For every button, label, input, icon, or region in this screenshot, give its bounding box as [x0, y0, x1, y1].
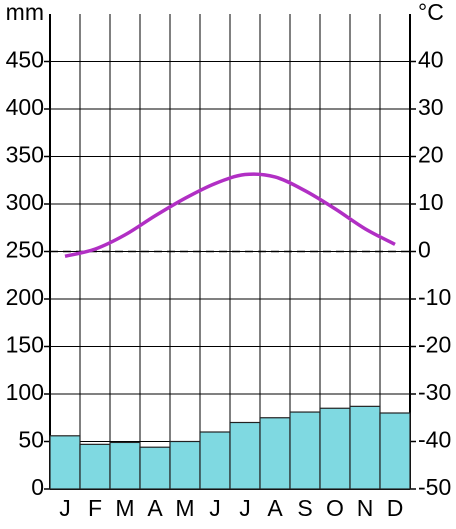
bar	[289, 411, 321, 490]
x-tick-label: M	[175, 495, 194, 521]
bar	[349, 405, 381, 490]
y2-tick-label: 10	[418, 189, 444, 215]
x-tick-label: M	[115, 495, 134, 521]
y-tick-label: 300	[6, 189, 44, 215]
y-tick-label: 50	[18, 427, 44, 453]
y2-tick-label: -30	[418, 379, 451, 405]
x-tick-label: J	[209, 495, 221, 521]
bar	[49, 435, 81, 490]
y2-tick-label: 30	[418, 94, 444, 120]
y2-tick-label: 40	[418, 47, 444, 73]
y-tick-label: 150	[6, 332, 44, 358]
y2-axis-label: °C	[418, 0, 444, 25]
bar	[199, 431, 231, 490]
y-tick-label: 100	[6, 379, 44, 405]
y2-tick-label: 20	[418, 142, 444, 168]
y-axis-label: mm	[6, 0, 44, 25]
x-tick-label: J	[59, 495, 71, 521]
y-tick-label: 450	[6, 47, 44, 73]
bar	[259, 417, 291, 490]
x-tick-label: A	[147, 495, 163, 521]
y-tick-label: 250	[6, 237, 44, 263]
bar	[109, 441, 141, 490]
temperature-line	[64, 172, 396, 258]
x-tick-label: S	[297, 495, 312, 521]
bar	[79, 443, 111, 490]
y2-tick-label: -40	[418, 427, 451, 453]
y2-tick-label: -20	[418, 332, 451, 358]
y2-tick-label: 0	[418, 237, 431, 263]
y-tick-label: 350	[6, 142, 44, 168]
bar	[319, 407, 351, 490]
y2-tick-label: -50	[418, 474, 451, 500]
x-tick-label: A	[267, 495, 283, 521]
y-tick-label: 400	[6, 94, 44, 120]
y-tick-label: 0	[31, 474, 44, 500]
x-tick-label: J	[239, 495, 251, 521]
bar	[379, 412, 411, 490]
y-tick-label: 200	[6, 284, 44, 310]
x-tick-label: N	[357, 495, 374, 521]
x-tick-label: O	[326, 495, 344, 521]
bar	[139, 446, 171, 490]
y2-tick-label: -10	[418, 284, 451, 310]
bar	[229, 421, 261, 490]
bar	[169, 440, 201, 490]
x-tick-label: D	[387, 495, 404, 521]
x-tick-label: F	[88, 495, 102, 521]
